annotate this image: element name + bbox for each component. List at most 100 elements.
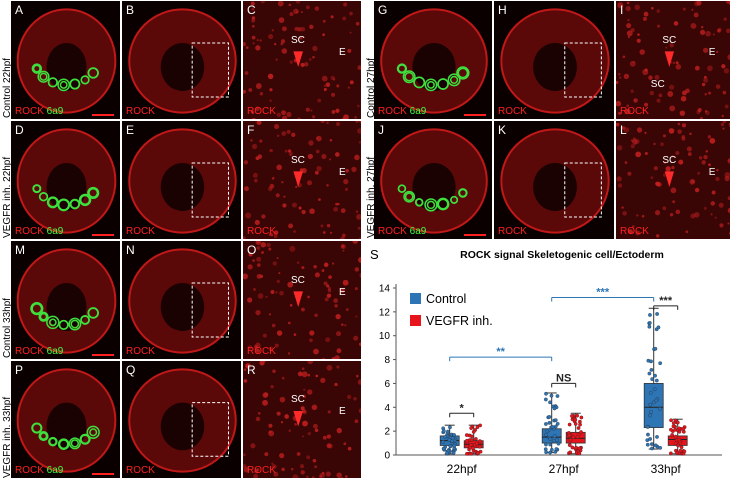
data-point <box>478 423 483 428</box>
stain-label: ROCK <box>126 226 155 237</box>
legend-swatch <box>410 293 421 304</box>
sc-label: SC <box>291 274 305 286</box>
micrograph-image <box>128 248 237 354</box>
panel-letter: K <box>498 123 507 137</box>
data-point <box>671 424 676 429</box>
scale-bar <box>464 234 486 236</box>
data-point <box>568 437 573 442</box>
data-point <box>574 445 578 450</box>
stain-rock: ROCK <box>126 346 155 357</box>
micrograph-panel-E: E ROCK <box>121 120 242 240</box>
data-point <box>475 425 480 430</box>
stain-label: ROCK <box>620 226 649 237</box>
data-point <box>646 432 650 437</box>
panel-letter: M <box>15 243 25 257</box>
data-point <box>549 447 554 452</box>
data-point <box>673 441 678 446</box>
data-point <box>446 429 450 434</box>
data-point <box>653 346 658 351</box>
data-point <box>543 447 548 452</box>
row-label-vegfr-22: VEGFR inh. 22hpf <box>2 156 13 238</box>
data-point <box>675 420 680 425</box>
data-point <box>669 418 673 423</box>
panel-letter: O <box>247 243 257 257</box>
e-label: E <box>339 166 346 178</box>
stain-rock: ROCK <box>247 226 276 237</box>
stain-rock: ROCK <box>247 346 276 357</box>
stain-6a9: 6a9 <box>43 106 64 117</box>
micrograph-image <box>16 368 117 473</box>
data-point <box>476 451 481 455</box>
data-point <box>548 442 553 447</box>
data-point <box>651 400 656 405</box>
data-point <box>452 433 456 437</box>
data-point <box>645 425 650 429</box>
y-tick-label: 14 <box>379 284 391 295</box>
data-point <box>681 427 686 431</box>
chart-panel-letter: S <box>370 247 379 262</box>
data-point <box>544 391 548 396</box>
micrograph-panel-N: N ROCK <box>121 240 242 360</box>
stain-6a9: 6a9 <box>43 346 64 357</box>
data-point <box>648 437 652 441</box>
data-point <box>469 426 474 430</box>
data-point <box>657 406 662 411</box>
data-point <box>649 442 654 446</box>
data-point <box>648 413 653 418</box>
micrograph-panel-B: B ROCK <box>121 0 242 120</box>
data-point <box>441 426 446 431</box>
micrograph-image <box>243 1 361 119</box>
data-point <box>550 425 555 429</box>
micrograph-image <box>128 368 237 473</box>
micrograph-image <box>16 8 117 114</box>
data-point <box>676 443 680 448</box>
legend-label: VEGFR inh. <box>426 314 493 328</box>
e-label: E <box>708 46 716 58</box>
panel-letter: F <box>247 123 255 137</box>
stain-label: ROCK <box>126 346 155 357</box>
panel-letter: E <box>126 123 135 137</box>
data-point <box>653 443 658 448</box>
micrograph-image <box>500 8 610 114</box>
stain-rock: ROCK <box>15 346 44 357</box>
box <box>565 431 586 444</box>
arrowhead-marker <box>293 51 303 67</box>
stain-rock: ROCK <box>247 465 276 476</box>
data-point <box>477 444 482 449</box>
data-point <box>678 440 682 445</box>
stain-rock: ROCK <box>247 106 276 117</box>
micrograph-image <box>16 128 117 234</box>
stain-rock: ROCK <box>620 226 649 237</box>
data-point <box>656 325 661 330</box>
data-point <box>445 451 449 456</box>
data-point <box>673 427 677 432</box>
stain-6a9: 6a9 <box>43 465 64 476</box>
sig-label: * <box>460 402 465 414</box>
stain-label: ROCK 6a9 <box>15 106 63 117</box>
data-point <box>575 435 580 439</box>
micrograph-image <box>380 128 488 234</box>
stain-label: ROCK <box>498 226 527 237</box>
data-point <box>655 312 659 316</box>
data-point <box>474 441 479 446</box>
micrograph-panel-J: J ROCK 6a9 <box>373 120 493 240</box>
stain-label: ROCK <box>247 226 276 237</box>
panel-letter: C <box>247 3 256 17</box>
row-label-vegfr-27: VEGFR inh. 27hpf <box>366 156 377 238</box>
data-point <box>474 437 478 441</box>
micrograph-image <box>243 121 361 239</box>
e-label: E <box>708 166 716 178</box>
panel-letter: L <box>620 123 627 137</box>
stain-label: ROCK 6a9 <box>378 106 426 117</box>
micrograph-panel-Q: Q ROCK <box>121 360 242 479</box>
micrograph-image <box>243 361 361 478</box>
x-tick-label: 22hpf <box>447 462 478 476</box>
micrograph-image <box>128 128 237 234</box>
data-point <box>547 421 552 425</box>
micrograph-panel-C: C ROCK SC E <box>242 0 362 120</box>
data-point <box>573 417 578 422</box>
stain-rock: ROCK <box>378 106 407 117</box>
stain-label: ROCK <box>247 465 276 476</box>
arrowhead-marker <box>664 171 674 187</box>
data-point <box>469 437 474 442</box>
